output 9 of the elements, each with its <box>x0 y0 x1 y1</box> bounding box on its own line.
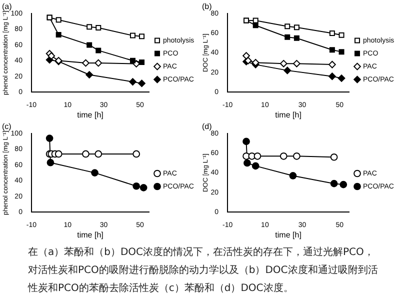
chart-title: (c) <box>2 122 12 132</box>
x-axis-title: time [h] <box>77 110 104 120</box>
chart-title: (b) <box>202 2 212 12</box>
text: 在（a）苯酚和（b）DOC浓度的情况下，在活性炭的存在下，通过光解PCO，对活性炭和PCO的吸附进行酚脱除的动力学以及（b）DOC浓度和通过吸附到活性炭和PCO的苯酚去除活性炭（c）苯酚和（d）DOC浓度。 <box>28 246 378 296</box>
x-axis-title: time [h] <box>77 230 104 240</box>
chart-title: (a) <box>2 2 12 12</box>
chart-title: (d) <box>202 122 212 132</box>
x-axis-title: time [h] <box>275 230 302 240</box>
x-axis-title: time [h] <box>275 110 302 120</box>
